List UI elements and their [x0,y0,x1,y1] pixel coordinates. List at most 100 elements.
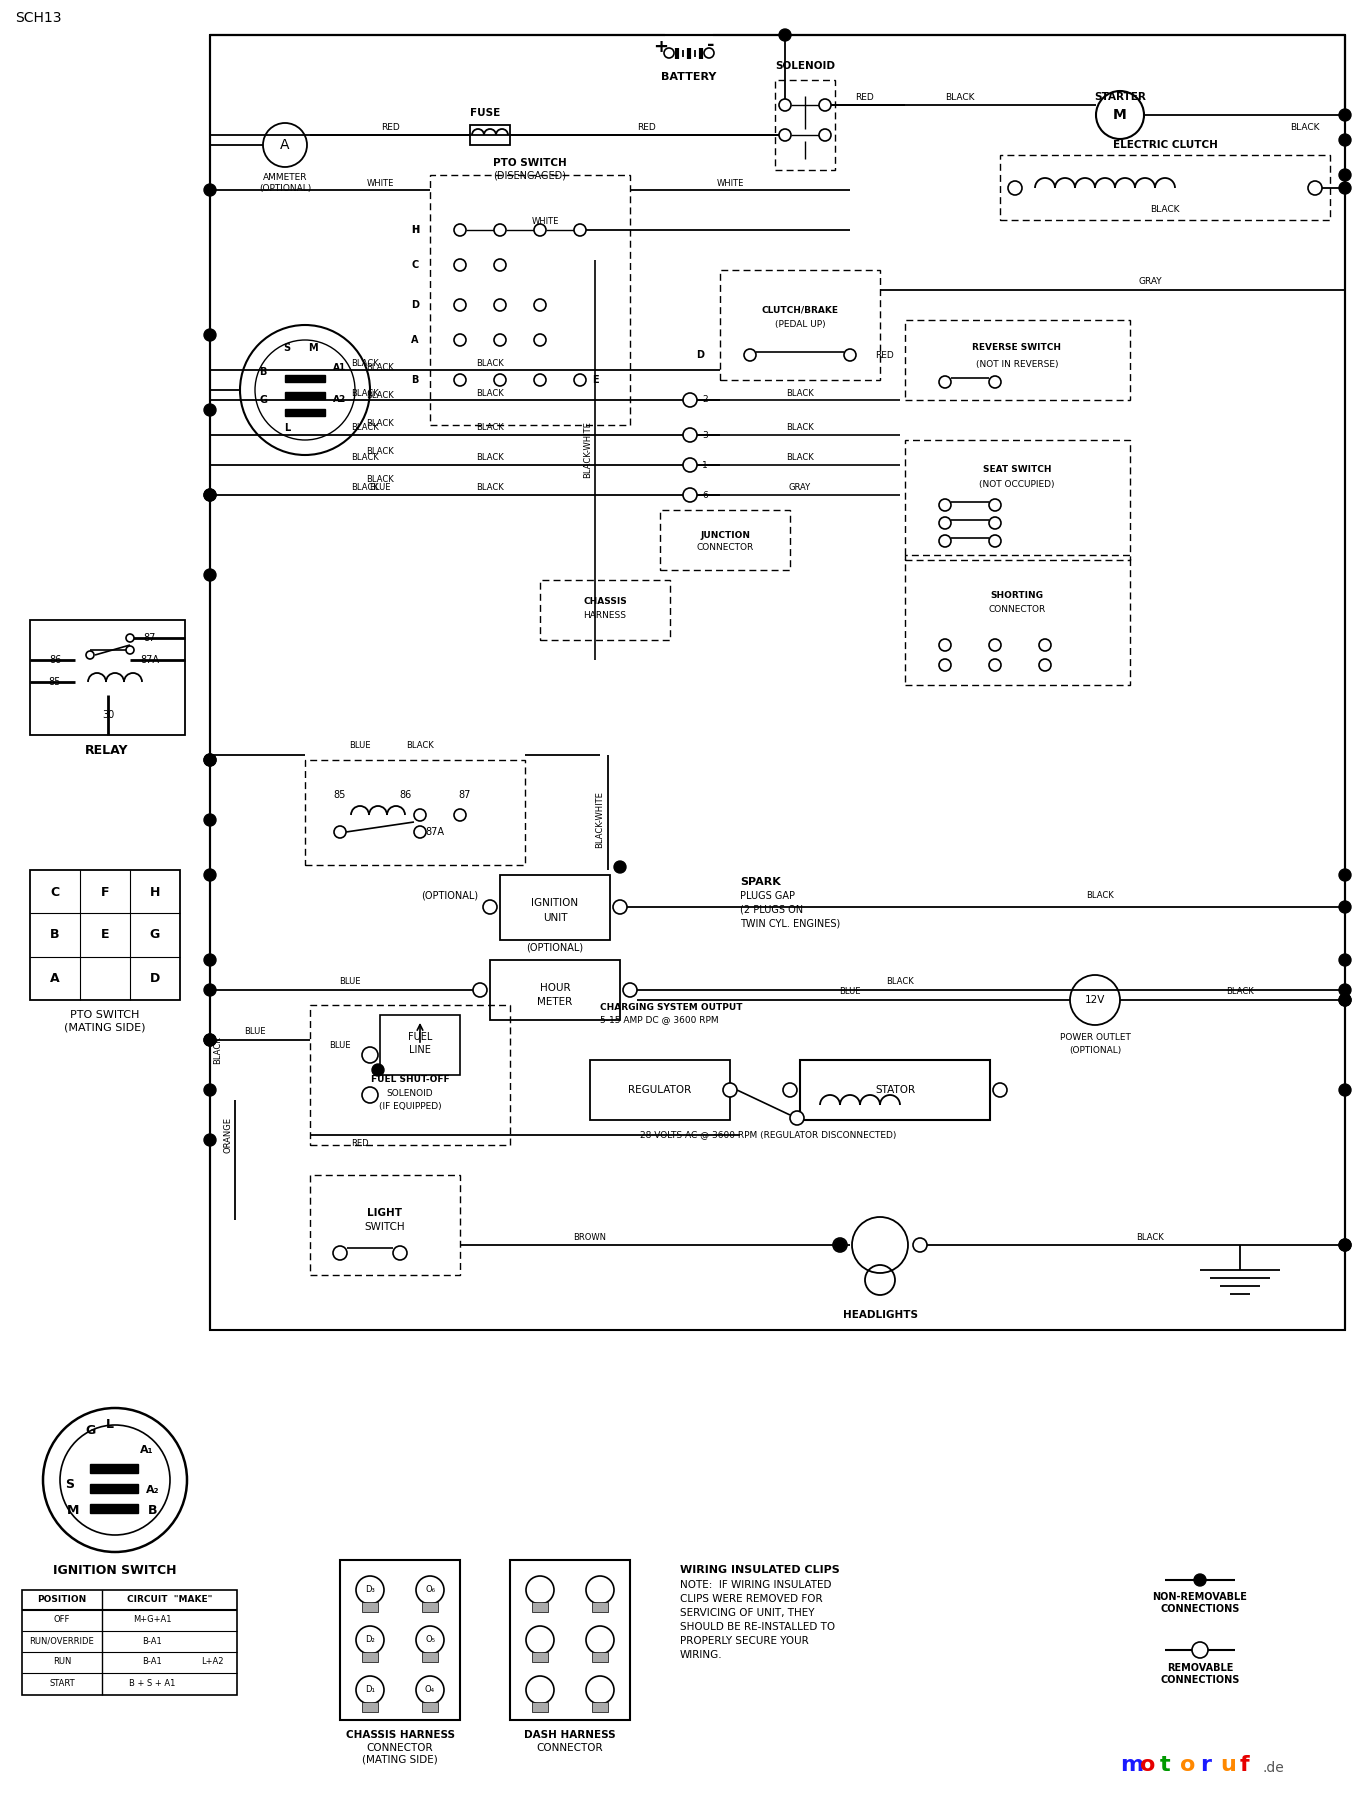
Text: S: S [66,1478,75,1492]
Text: M+G+A1: M+G+A1 [132,1616,171,1624]
Circle shape [779,99,790,112]
Text: CONNECTOR: CONNECTOR [988,605,1046,614]
Text: L: L [106,1418,115,1431]
Circle shape [1339,1238,1351,1251]
Circle shape [682,392,698,407]
Text: JUNCTION: JUNCTION [700,531,749,540]
Circle shape [939,376,951,389]
Text: 85: 85 [49,677,61,688]
Circle shape [494,259,506,272]
Circle shape [575,374,586,385]
Text: (MATING SIDE): (MATING SIDE) [64,1022,146,1033]
Text: B-A1: B-A1 [142,1658,162,1667]
Bar [775,79,835,169]
Text: SWITCH: SWITCH [364,1222,405,1231]
Text: E: E [101,929,109,941]
Circle shape [414,808,426,821]
Bar [285,409,325,416]
Bar [362,1652,378,1661]
Circle shape [334,826,345,839]
Text: B: B [259,367,266,376]
Text: D₃: D₃ [364,1586,375,1595]
Text: (DISENGAGED): (DISENGAGED) [494,169,566,180]
Text: BLACK: BLACK [886,977,915,986]
Circle shape [455,374,465,385]
Circle shape [1339,110,1351,121]
Circle shape [790,1111,804,1125]
Text: BLUE: BLUE [244,1028,266,1037]
Text: BLACK: BLACK [366,446,394,455]
Text: BLACK: BLACK [351,389,379,398]
Text: E: E [591,374,598,385]
Circle shape [1194,1573,1207,1586]
Text: o: o [1140,1755,1155,1775]
Text: BLACK: BLACK [213,1037,222,1064]
Text: BLUE: BLUE [370,482,390,491]
Bar [422,1652,438,1661]
Circle shape [494,335,506,346]
Bar [379,1015,460,1075]
Text: G: G [259,394,268,405]
Bar [532,1652,547,1661]
Text: WIRING INSULATED CLIPS: WIRING INSULATED CLIPS [680,1564,839,1575]
Bar [340,1561,460,1721]
Text: HOUR: HOUR [539,983,571,994]
Text: BLACK: BLACK [476,423,504,432]
Circle shape [614,860,627,873]
Circle shape [1339,169,1351,182]
Text: AMMETER: AMMETER [262,173,307,182]
Circle shape [1039,639,1051,652]
Text: M: M [308,344,318,353]
Circle shape [990,535,1001,547]
Text: A: A [51,972,60,985]
Text: BLACK-WHITE: BLACK-WHITE [583,421,592,479]
Text: BLACK: BLACK [786,423,814,432]
Circle shape [203,814,216,826]
Text: OFF: OFF [53,1616,70,1624]
Text: BLACK: BLACK [366,362,394,371]
Text: 86: 86 [399,790,411,799]
Text: D₁: D₁ [364,1685,375,1694]
Text: BLACK: BLACK [476,358,504,367]
Circle shape [779,130,790,140]
Text: RUN: RUN [53,1658,71,1667]
Circle shape [494,374,506,385]
Text: BATTERY: BATTERY [661,72,717,83]
Text: B: B [51,929,60,941]
Circle shape [1339,869,1351,880]
Bar [30,869,180,1001]
Bar [490,959,620,1021]
Bar [304,760,526,866]
Text: STATOR: STATOR [875,1085,915,1094]
Text: (OPTIONAL): (OPTIONAL) [259,184,311,193]
Text: (IF EQUIPPED): (IF EQUIPPED) [378,1102,441,1111]
Circle shape [1007,182,1022,194]
Circle shape [126,646,134,653]
Bar [30,619,186,734]
Bar [362,1602,378,1613]
Bar [310,1004,511,1145]
Text: LIGHT: LIGHT [367,1208,403,1219]
Circle shape [1339,133,1351,146]
Text: GRAY: GRAY [789,484,811,493]
Bar [90,1505,138,1514]
Circle shape [939,535,951,547]
Text: L: L [284,423,291,434]
Circle shape [1339,1084,1351,1096]
Text: O₅: O₅ [425,1636,435,1645]
Text: ORANGE: ORANGE [224,1118,232,1154]
Bar [905,439,1130,560]
Text: BLACK-WHITE: BLACK-WHITE [595,792,605,848]
Circle shape [455,223,465,236]
Text: 87: 87 [459,790,471,799]
Text: A2: A2 [333,396,347,405]
Text: BLACK: BLACK [351,454,379,463]
Text: BLACK: BLACK [786,389,814,398]
Text: 86: 86 [49,655,61,664]
Text: BLUE: BLUE [340,977,360,986]
Text: BLACK: BLACK [351,358,379,367]
Circle shape [1339,1238,1351,1251]
Circle shape [939,517,951,529]
Text: 12V: 12V [1085,995,1106,1004]
Bar [500,875,610,940]
